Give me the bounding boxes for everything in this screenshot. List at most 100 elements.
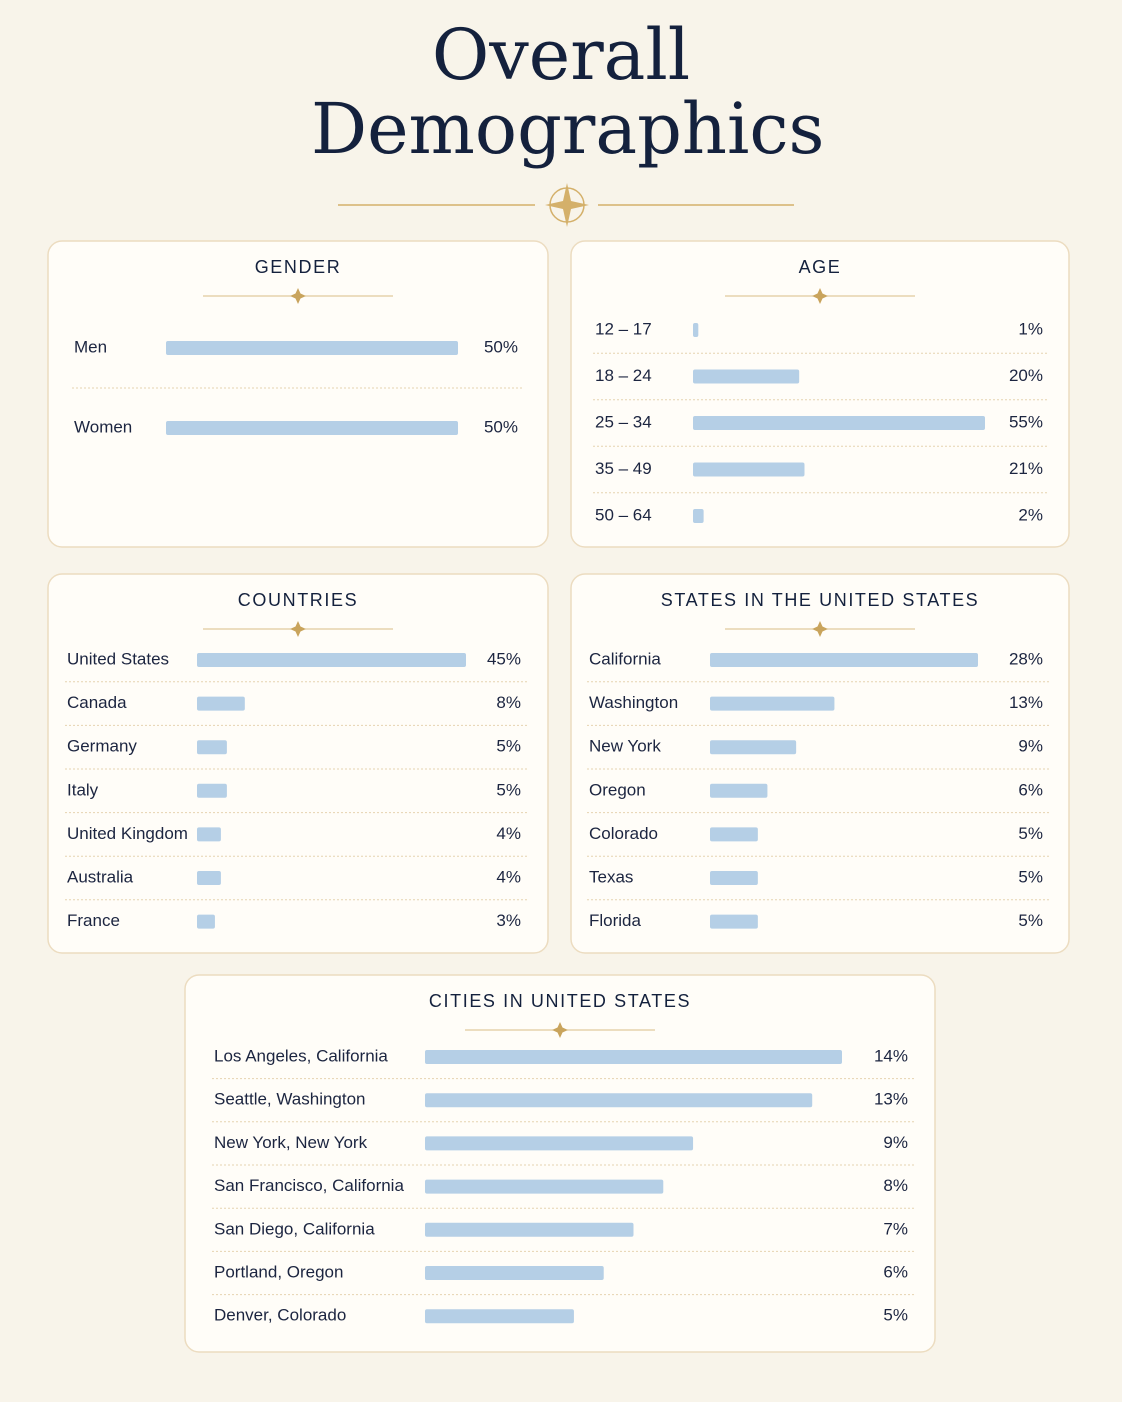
panel-title: CITIES IN UNITED STATES (429, 991, 691, 1011)
panel (570, 240, 1070, 548)
value-label: 20% (1009, 366, 1043, 385)
bar (693, 509, 704, 523)
category-label: Colorado (589, 824, 658, 843)
value-label: 45% (487, 649, 521, 668)
bar (197, 740, 227, 755)
bar (197, 783, 227, 798)
bar (710, 914, 758, 929)
value-label: 3% (496, 911, 521, 930)
value-label: 14% (874, 1046, 908, 1065)
value-label: 50% (484, 417, 518, 436)
category-label: Italy (67, 780, 99, 799)
value-label: 5% (1018, 824, 1043, 843)
category-label: 50 – 64 (595, 505, 652, 524)
value-label: 5% (883, 1306, 908, 1325)
value-label: 5% (1018, 867, 1043, 886)
bar (197, 914, 215, 929)
bar (710, 783, 768, 798)
value-label: 7% (883, 1219, 908, 1238)
category-label: San Diego, California (214, 1219, 375, 1238)
category-label: 25 – 34 (595, 412, 652, 431)
panel-title: COUNTRIES (238, 590, 358, 610)
category-label: 35 – 49 (595, 459, 652, 478)
value-label: 5% (496, 780, 521, 799)
panel (47, 240, 549, 548)
bar (166, 421, 458, 435)
bar (197, 871, 221, 885)
bar (425, 1222, 634, 1237)
category-label: Seattle, Washington (214, 1090, 366, 1109)
bar (425, 1050, 842, 1064)
value-label: 6% (1018, 780, 1043, 799)
bar (425, 1266, 604, 1280)
bar (710, 740, 797, 755)
bar (693, 369, 800, 384)
category-label: France (67, 911, 120, 930)
bar (693, 323, 699, 337)
value-label: 21% (1009, 459, 1043, 478)
bar (197, 827, 221, 842)
ornament-star (290, 288, 306, 304)
compass-star (545, 183, 589, 227)
bar (710, 871, 758, 885)
value-label: 5% (496, 737, 521, 756)
panel (184, 974, 936, 1353)
category-label: San Francisco, California (214, 1176, 404, 1195)
ornament-star (290, 621, 306, 637)
page-title: Overall Demographics (311, 14, 825, 170)
category-label: United Kingdom (67, 824, 188, 843)
category-label: Florida (589, 911, 642, 930)
bar (425, 1093, 813, 1108)
category-label: Los Angeles, California (214, 1046, 388, 1065)
value-label: 13% (1009, 693, 1043, 712)
category-label: Portland, Oregon (214, 1262, 343, 1281)
panel (47, 573, 549, 954)
bar (197, 696, 245, 711)
value-label: 8% (883, 1176, 908, 1195)
value-label: 28% (1009, 649, 1043, 668)
category-label: Women (74, 417, 132, 436)
value-label: 4% (496, 824, 521, 843)
panel-title: STATES IN THE UNITED STATES (661, 590, 980, 610)
ornament-star (812, 621, 828, 637)
ornament-star (552, 1022, 568, 1038)
value-label: 2% (1018, 505, 1043, 524)
category-label: New York (589, 737, 661, 756)
bar (710, 827, 758, 842)
bar (710, 653, 978, 667)
category-label: Oregon (589, 780, 646, 799)
value-label: 13% (874, 1090, 908, 1109)
bar (166, 341, 458, 355)
value-label: 50% (484, 337, 518, 356)
bar (425, 1179, 664, 1194)
value-label: 55% (1009, 412, 1043, 431)
panel-title: GENDER (255, 257, 342, 277)
category-label: Australia (67, 867, 134, 886)
panel (570, 573, 1070, 954)
category-label: California (589, 649, 661, 668)
bar (197, 653, 466, 667)
value-label: 6% (883, 1262, 908, 1281)
bar (425, 1309, 574, 1324)
bar (693, 416, 985, 430)
value-label: 1% (1018, 319, 1043, 338)
value-label: 4% (496, 867, 521, 886)
category-label: 12 – 17 (595, 319, 652, 338)
category-label: Men (74, 337, 107, 356)
value-label: 5% (1018, 911, 1043, 930)
category-label: Texas (589, 867, 633, 886)
panel-title: AGE (799, 257, 842, 277)
category-label: 18 – 24 (595, 366, 652, 385)
category-label: Canada (67, 693, 127, 712)
value-label: 8% (496, 693, 521, 712)
category-label: Germany (67, 737, 137, 756)
category-label: Washington (589, 693, 678, 712)
bar (693, 462, 805, 477)
ornament-star (812, 288, 828, 304)
value-label: 9% (1018, 737, 1043, 756)
bar (710, 696, 835, 711)
category-label: Denver, Colorado (214, 1306, 346, 1325)
value-label: 9% (883, 1133, 908, 1152)
